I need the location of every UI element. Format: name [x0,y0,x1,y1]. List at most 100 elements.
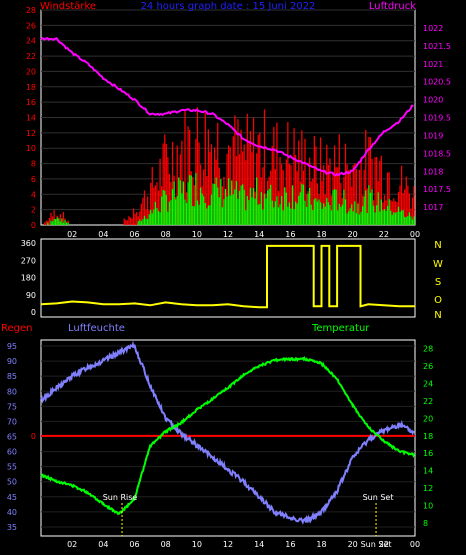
wind-average-bar [61,218,63,225]
wind-average-bar [295,201,297,225]
wind-gust-bar [221,186,224,225]
wind-average-bar [385,210,387,225]
wind-average-bar [256,177,258,225]
wind-gust-bar [48,218,51,225]
temperature-axis-tick-label: 8 [423,519,428,528]
temperature-axis-tick-label: 16 [423,449,433,458]
wind-average-bar [170,200,172,225]
temperature-axis-tick-label: 14 [423,467,433,476]
wind-average-bar [333,189,336,225]
wind-average-bar [397,206,400,225]
wind-gust-bar [226,153,228,225]
wind-average-bar [316,201,319,225]
wind-average-bar [273,207,275,225]
wind-gust-bar [44,222,46,225]
wind-gust-bar [391,201,393,225]
wind-axis-tick-label: 4 [31,190,36,199]
wind-gust-bar [360,157,362,225]
wind-gust-bar [346,164,348,225]
direction-label-o: O [434,295,442,306]
wind-average-bar [326,197,328,225]
wind-gust-bar [262,167,264,225]
wind-gust-bar [380,155,382,225]
wind-average-bar [344,199,347,225]
wind-average-bar [377,192,379,225]
wind-gust-bar [153,187,155,225]
humidity-axis-tick-label: 45 [7,493,17,502]
wind-gust-bar [319,137,322,225]
wind-gust-bar [326,144,328,225]
wind-average-bar [206,208,208,225]
wind-gust-bar [379,160,381,225]
wind-average-bar [366,212,368,225]
wind-average-bar [164,190,166,225]
wind-gust-bar [358,169,361,225]
pressure-axis-tick-label: 1017 [423,203,443,212]
wind-gust-bar [369,137,372,225]
wind-gust-bar [290,165,292,225]
wind-gust-bar [304,138,306,225]
wind-gust-bar [238,154,241,225]
wind-average-bar [47,222,49,225]
wind-gust-bar [295,154,297,225]
wind-gust-bar [365,129,367,225]
wind-average-bar [209,205,211,225]
temperature-axis-tick-label: 12 [423,484,433,493]
wind-average-bar [207,205,209,225]
wind-average-bar [290,208,292,225]
wind-average-bar [302,184,305,225]
wind-average-bar [362,206,364,225]
wind-gust-bar [164,134,166,225]
wind-gust-bar [171,141,174,225]
wind-gust-bar [187,126,189,225]
wind-average-bar [154,201,157,225]
wind-average-bar [301,183,303,225]
pressure-axis-tick-label: 1018.5 [423,149,451,158]
humidity-axis-tick-label: 70 [7,417,17,426]
wind-average-bar [405,217,407,225]
wind-average-bar [349,208,351,225]
wind-gust-bar [313,136,315,225]
x-tick-label: 10 [192,230,202,239]
wind-average-bar [355,213,358,225]
wind-average-bar [228,178,230,225]
wind-average-bar [305,206,308,225]
x-tick-label: 20 [348,230,358,239]
temperature-axis-ticks: 8 10 12 14 16 18 20 22 24 26 28 [423,345,433,528]
wind-gust-bar [282,170,284,225]
wind-average-bar [371,189,373,225]
wind-gust-bar [338,134,340,225]
wind-average-bar [217,187,219,225]
x-tick-label: 12 [223,540,233,549]
wind-gust-bar [184,110,186,225]
wind-average-bar [146,219,149,225]
wind-average-bar [218,197,220,225]
wind-gust-bar [274,169,277,225]
wind-average-bars [47,173,415,225]
wind-average-bar [162,189,164,225]
wind-average-bar [312,209,314,225]
pressure-axis-tick-label: 1021.5 [423,42,451,51]
wind-average-bar [165,195,167,225]
pressure-line [40,36,414,177]
wind-gust-bar [245,160,247,225]
wind-gust-bar [131,218,133,225]
wind-average-bar [139,219,141,225]
wind-average-bar [330,210,333,225]
wind-average-bar [262,209,264,225]
wind-average-bar [369,192,372,225]
wind-average-bar [204,202,206,225]
wind-gust-bar [132,208,135,225]
wind-gust-bar [193,185,195,225]
wind-average-bar [313,199,315,225]
direction-label-n-top: N [434,240,441,251]
temperature-axis-tick-label: 10 [423,502,433,511]
wind-gust-bar [150,182,152,225]
wind-gust-bar [355,168,358,225]
wind-average-bar [282,210,284,225]
wind-gust-bar [276,122,278,225]
x-tick-label: 20 [348,540,358,549]
wind-average-bar [185,203,188,225]
wind-average-bar [340,206,342,225]
wind-gust-bar [246,113,248,225]
